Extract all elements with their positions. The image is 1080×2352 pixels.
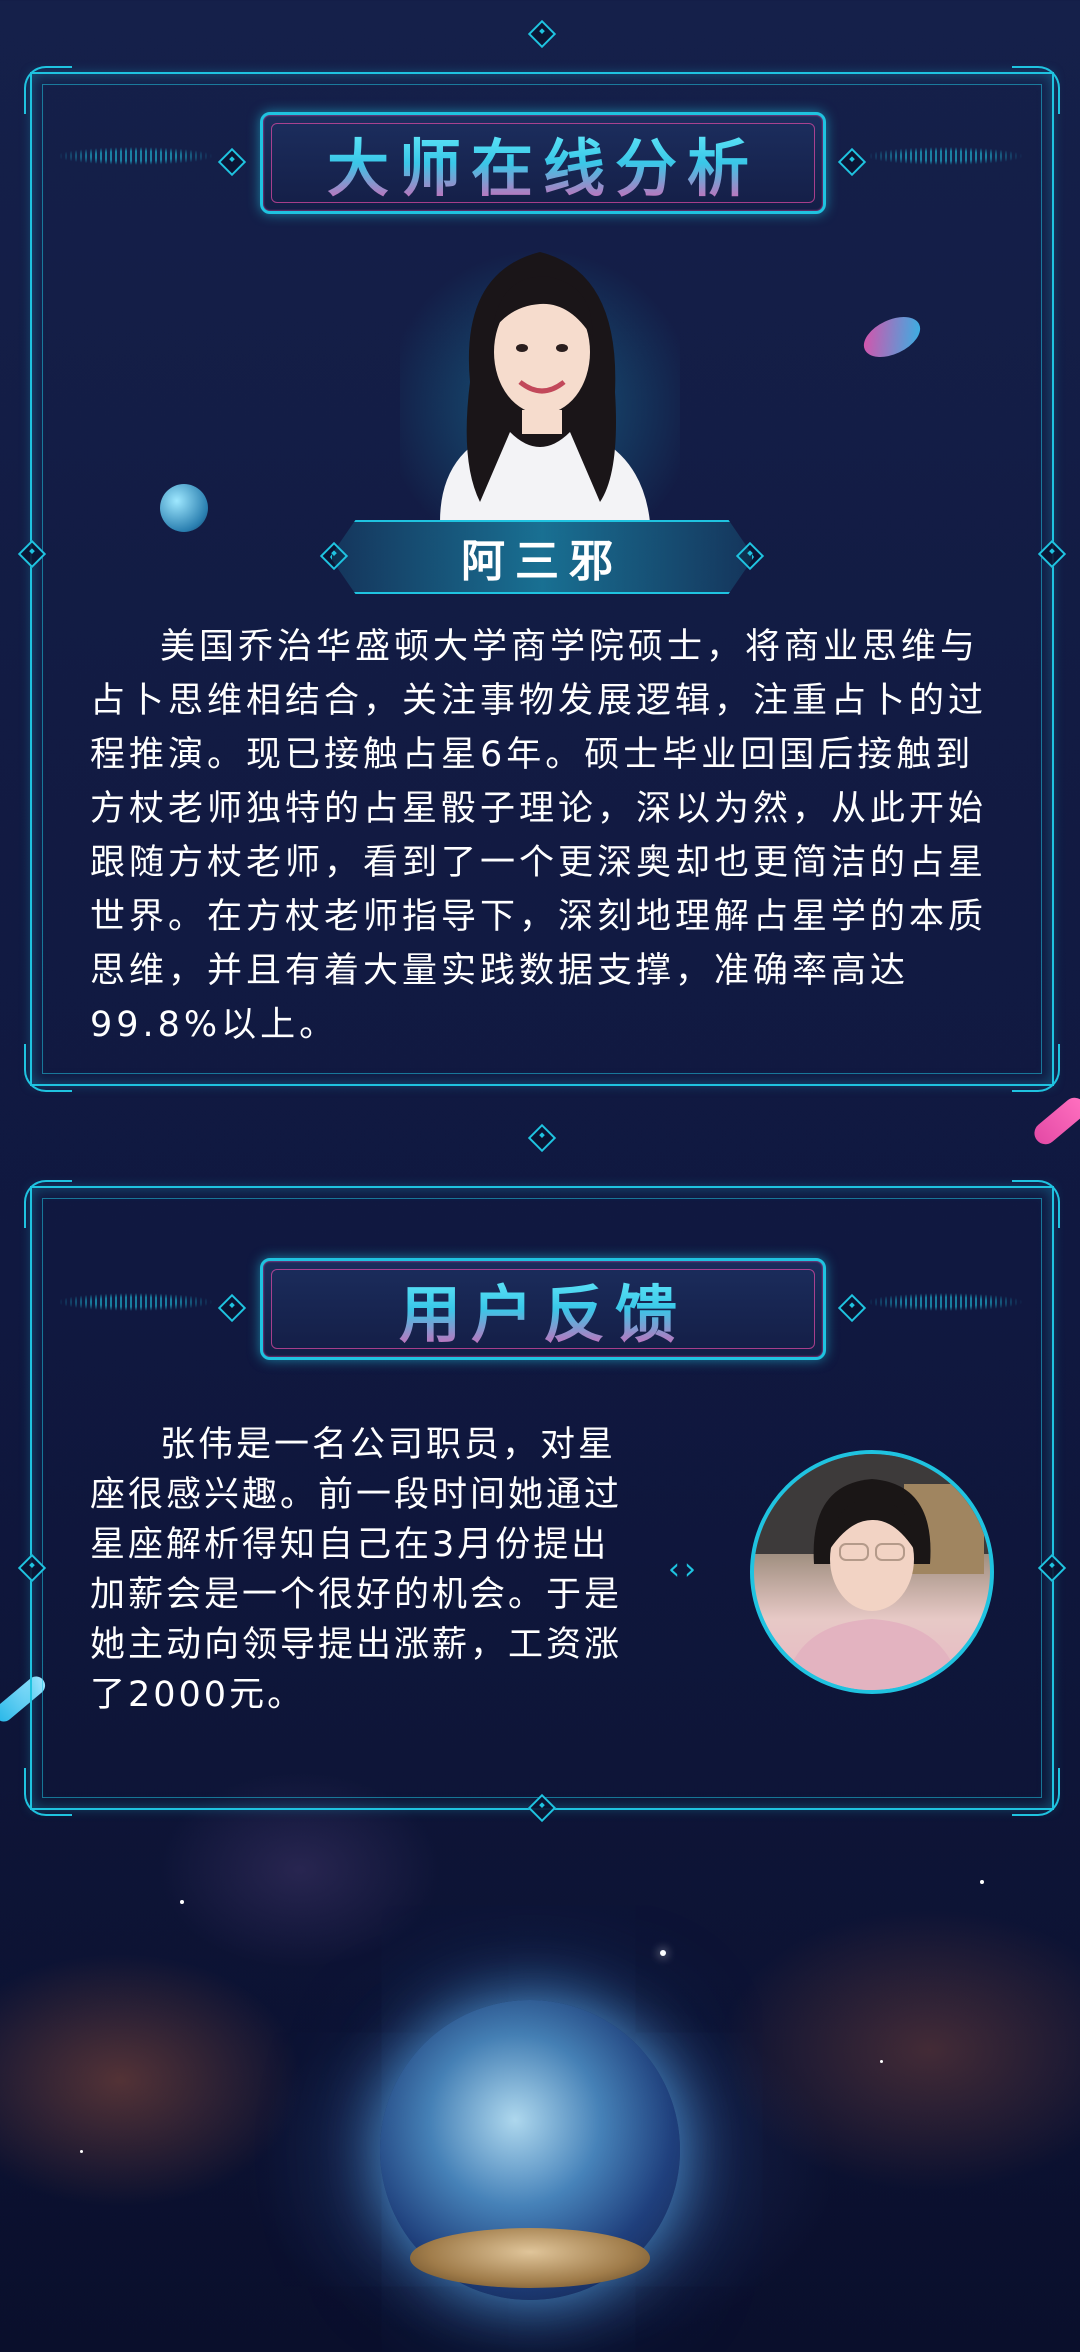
master-title-box: 大师在线分析: [260, 112, 826, 214]
wave-decoration: [840, 144, 1050, 168]
top-diamond-ornament: [527, 19, 557, 49]
wave-decoration: [840, 1290, 1050, 1314]
master-bio: 美国乔治华盛顿大学商学院硕士，将商业思维与占卜思维相结合，关注事物发展逻辑，注重…: [90, 627, 988, 1045]
comet-decoration: [1029, 1093, 1080, 1149]
planet-decoration: [160, 484, 208, 532]
feedback-title-box: 用户反馈: [260, 1258, 826, 1360]
feedback-text: 张伟是一名公司职员，对星座很感兴趣。前一段时间她通过星座解析得知自己在3月份提出…: [90, 1425, 623, 1715]
user-portrait-icon: [754, 1454, 990, 1690]
corner-ornament: [24, 1768, 72, 1816]
master-name: 阿三邪: [461, 536, 623, 587]
corner-ornament: [1012, 1044, 1060, 1092]
side-diamond-ornament: [1037, 539, 1067, 569]
star: [180, 1900, 184, 1904]
corner-ornament: [1012, 66, 1060, 114]
feedback-panel: [17, 1180, 1067, 1823]
master-avatar: [400, 232, 680, 522]
star: [80, 2150, 83, 2153]
feedback-title: 用户反馈: [399, 1264, 687, 1354]
star: [980, 1880, 984, 1884]
master-panel: [17, 66, 1067, 1092]
wave-decoration: [30, 1290, 240, 1314]
wave-decoration: [30, 144, 240, 168]
side-diamond-ornament: [1037, 1553, 1067, 1583]
master-title: 大师在线分析: [327, 118, 759, 208]
star: [660, 1950, 666, 1956]
chevron-ornament-icon: ‹›: [668, 1552, 700, 1587]
master-name-plate: 阿三邪: [330, 520, 754, 594]
corner-ornament: [1012, 1768, 1060, 1816]
corner-ornament: [24, 1180, 72, 1228]
middle-diamond-ornament: [527, 1123, 557, 1153]
corner-ornament: [1012, 1180, 1060, 1228]
star: [880, 2060, 883, 2063]
corner-ornament: [24, 1044, 72, 1092]
user-avatar: [750, 1450, 994, 1694]
master-panel-inner-border: [42, 84, 1042, 1074]
crystal-ball-base: [410, 2228, 650, 2288]
corner-ornament: [24, 66, 72, 114]
master-portrait-icon: [440, 252, 650, 522]
